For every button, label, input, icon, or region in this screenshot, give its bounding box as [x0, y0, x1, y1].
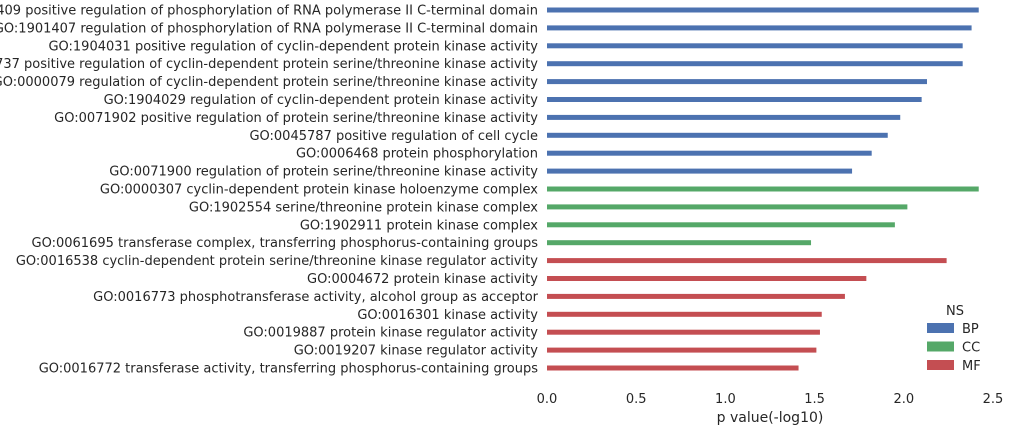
legend-label-mf: MF [962, 359, 981, 374]
category-label: GO:0016772 transferase activity, transfe… [39, 362, 539, 377]
x-tick-label: 2.5 [983, 392, 1004, 407]
bar-cc [547, 204, 908, 210]
bar-bp [547, 150, 872, 156]
category-label: GO:0019887 protein kinase regulator acti… [243, 326, 538, 341]
legend-label-bp: BP [962, 322, 979, 337]
bar-bp [547, 132, 888, 138]
legend-swatch-bp [927, 323, 954, 333]
category-label: GO:1902554 serine/threonine protein kina… [189, 200, 538, 215]
bar-cc [547, 222, 895, 228]
x-axis: 0.0 0.5 1.0 1.5 2.0 2.5 [537, 392, 1004, 407]
bar-bp [547, 43, 963, 49]
x-tick-label: 1.5 [804, 392, 825, 407]
x-tick-label: 1.0 [715, 392, 736, 407]
bar-bp [547, 25, 972, 31]
category-label: GO:1901407 regulation of phosphorylation… [0, 21, 538, 36]
x-tick-label: 0.0 [537, 392, 558, 407]
category-label: GO:0000079 regulation of cyclin-dependen… [0, 75, 538, 90]
category-label: GO:0045737 positive regulation of cyclin… [0, 57, 538, 72]
bar-bp [547, 79, 927, 85]
category-label: GO:0071902 positive regulation of protei… [54, 111, 538, 126]
bar-cc [547, 186, 979, 192]
category-label: GO:0006468 protein phosphorylation [296, 147, 538, 162]
bar-bp [547, 97, 922, 102]
category-label: GO:1902911 protein kinase complex [300, 218, 538, 233]
bar-mf [547, 293, 845, 299]
x-axis-label: p value(-log10) [717, 410, 824, 426]
category-label: GO:0045787 positive regulation of cell c… [249, 129, 538, 144]
category-label: GO:0004672 protein kinase activity [307, 272, 538, 287]
category-labels: GO:1901409 positive regulation of phosph… [0, 4, 539, 377]
bar-cc [547, 240, 812, 246]
legend-label-cc: CC [962, 341, 980, 356]
category-label: GO:1904029 regulation of cyclin-dependen… [104, 93, 539, 108]
bar-mf [547, 276, 867, 281]
category-label: GO:0000307 cyclin-dependent protein kina… [100, 183, 538, 198]
category-label: GO:0061695 transferase complex, transfer… [32, 236, 539, 251]
bar-mf [547, 365, 799, 371]
legend-swatch-mf [927, 360, 954, 370]
category-label: GO:0019207 kinase regulator activity [294, 344, 539, 359]
legend-swatch-cc [927, 341, 954, 352]
bar-bp [547, 61, 963, 67]
x-tick-label: 0.5 [626, 392, 647, 407]
category-label: GO:0016773 phosphotransferase activity, … [93, 290, 538, 305]
bars-layer [547, 7, 979, 371]
bar-bp [547, 168, 853, 174]
category-label: GO:0016538 cyclin-dependent protein seri… [16, 254, 538, 269]
bar-mf [547, 329, 820, 335]
bar-mf [547, 311, 822, 317]
category-label: GO:1904031 positive regulation of cyclin… [48, 39, 538, 54]
legend-title: NS [946, 304, 964, 319]
bar-mf [547, 347, 817, 353]
legend: NS BP CC MF [927, 304, 981, 374]
bar-bp [547, 7, 979, 13]
category-label: GO:1901409 positive regulation of phosph… [0, 4, 538, 19]
category-label: GO:0071900 regulation of protein serine/… [109, 165, 538, 180]
bar-bp [547, 114, 901, 120]
bar-mf [547, 258, 947, 264]
x-tick-label: 2.0 [893, 392, 914, 407]
category-label: GO:0016301 kinase activity [357, 308, 538, 323]
